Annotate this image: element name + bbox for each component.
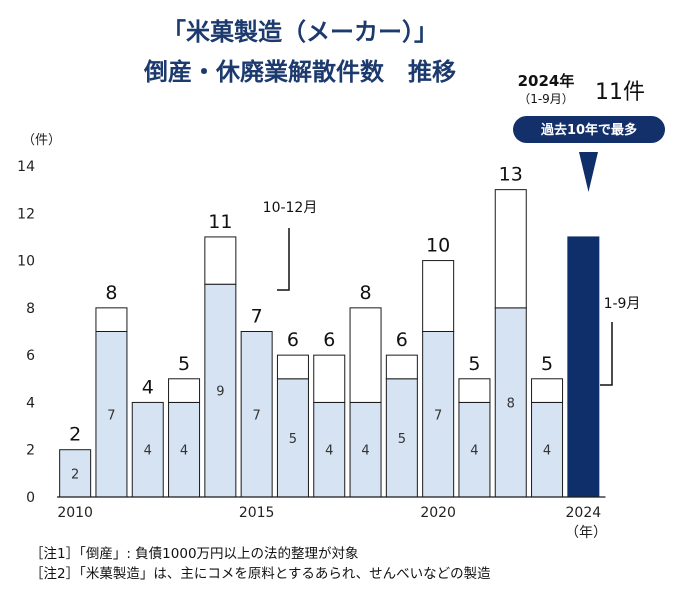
bar-inner-label: 8 (507, 396, 515, 411)
bar-segment-1-9 (95, 331, 128, 498)
annotation-q4-leader (277, 228, 290, 291)
bar-segment-1-9 (313, 401, 346, 498)
bar-total-label: 11 (208, 211, 232, 233)
y-tick-label: 2 (26, 443, 35, 459)
highlight-down-arrow (579, 152, 598, 192)
bar-total-label: 13 (499, 164, 523, 186)
bar-inner-label: 7 (253, 408, 261, 423)
bar-inner-label: 7 (434, 408, 442, 423)
bar-segment-10-12 (422, 260, 455, 333)
bar-segment-1-9 (567, 236, 600, 498)
bar-segment-10-12 (349, 307, 382, 403)
x-axis-ticks: 2010 2015 2020 2024 (57, 505, 601, 521)
bar-total-label: 10 (426, 235, 450, 257)
annotation-q4-label: 10-12月 (263, 200, 318, 216)
bar-inner-label: 5 (289, 432, 297, 447)
bar-total-label: 7 (251, 306, 263, 328)
y-tick-label: 12 (17, 206, 35, 222)
bar-segment-10-12 (313, 354, 346, 403)
bar-segment-1-9 (204, 283, 237, 498)
bar-segment-10-12 (385, 354, 418, 380)
bars (59, 189, 600, 498)
bar-inner-label: 4 (325, 444, 333, 459)
bar-segment-10-12 (458, 378, 491, 403)
bar-total-label: 4 (142, 376, 154, 398)
highlight-badge (513, 116, 665, 143)
y-tick-label: 4 (26, 395, 35, 411)
bar-total-label: 6 (323, 329, 335, 351)
bar-segment-1-9 (240, 331, 273, 498)
bar-segment-1-9 (131, 401, 164, 498)
bar-inner-label: 4 (470, 444, 478, 459)
highlight-count-label: 11件 (595, 80, 645, 105)
bar-total-label: 5 (178, 353, 190, 375)
highlight-year-label: 2024年 (518, 72, 575, 90)
y-tick-label: 10 (17, 254, 35, 270)
bar-total-label: 8 (360, 282, 372, 304)
bar-total-label: 8 (105, 282, 117, 304)
bar-inner-label: 4 (361, 444, 369, 459)
bar-segment-10-12 (204, 236, 237, 285)
notes: ［注1］「倒産」: 負債1000万円以上の法的整理が対象 ［注2］「米菓製造」は… (30, 544, 491, 584)
bar-inner-label: 4 (543, 444, 551, 459)
bar-total-label: 2 (69, 424, 81, 446)
note-1: ［注1］「倒産」: 負債1000万円以上の法的整理が対象 (30, 546, 359, 562)
y-tick-label: 8 (26, 301, 35, 317)
chart: 「米菓製造（メーカー）」 倒産・休廃業解散件数 推移 （件） 0 2 4 6 8 10 12… (17, 18, 665, 541)
x-tick-label: 2015 (239, 505, 275, 521)
bar-total-label: 5 (541, 353, 553, 375)
bar-segment-1-9 (276, 378, 309, 498)
bar-segment-10-12 (494, 189, 527, 309)
annotation-q1-3-leader (600, 322, 613, 386)
bar-total-label: 6 (396, 329, 408, 351)
y-axis-label: （件） (22, 133, 61, 148)
highlight-period-label: （1-9月） (518, 92, 574, 106)
bar-inner-label: 2 (71, 467, 79, 482)
y-tick-label: 14 (17, 159, 35, 175)
bar-inner-label: 4 (144, 444, 152, 459)
bar-segment-1-9 (458, 401, 491, 498)
bar-segment-10-12 (531, 378, 564, 403)
bar-segment-10-12 (168, 378, 201, 403)
bar-total-label: 5 (468, 353, 480, 375)
x-tick-label: 2024 (566, 505, 602, 521)
bar-labels: 2 2 8 7 4 4 5 4 11 9 7 7 6 5 6 4 8 4 6 5 10 7 5 4 13 8 5 4 (69, 164, 553, 483)
x-axis-unit-label: （年） (565, 525, 607, 541)
bar-inner-label: 7 (107, 408, 115, 423)
bar-segment-10-12 (276, 354, 309, 380)
x-tick-label: 2020 (420, 505, 456, 521)
chart-title-line-1: 「米菓製造（メーカー）」 (162, 18, 438, 46)
bar-segment-10-12 (95, 307, 128, 333)
annotation-q1-3-label: 1-9月 (604, 296, 641, 312)
x-tick-label: 2010 (57, 505, 93, 521)
bar-segment-1-9 (59, 449, 92, 498)
y-tick-label: 6 (26, 348, 35, 364)
highlight-badge-text: 過去10年で最多 (540, 122, 637, 138)
y-axis-ticks: 0 2 4 6 8 10 12 14 (17, 159, 35, 506)
bar-segment-1-9 (494, 307, 527, 498)
y-tick-label: 0 (26, 490, 35, 506)
chart-title-line-2: 倒産・休廃業解散件数 推移 (143, 58, 456, 86)
note-2: ［注2］「米菓製造」は、主にコメを原料とするあられ、せんべいなどの製造 (30, 566, 491, 582)
bar-inner-label: 9 (216, 385, 224, 400)
bar-inner-label: 5 (398, 432, 406, 447)
bar-total-label: 6 (287, 329, 299, 351)
bar-inner-label: 4 (180, 444, 188, 459)
bar-segment-1-9 (531, 401, 564, 498)
